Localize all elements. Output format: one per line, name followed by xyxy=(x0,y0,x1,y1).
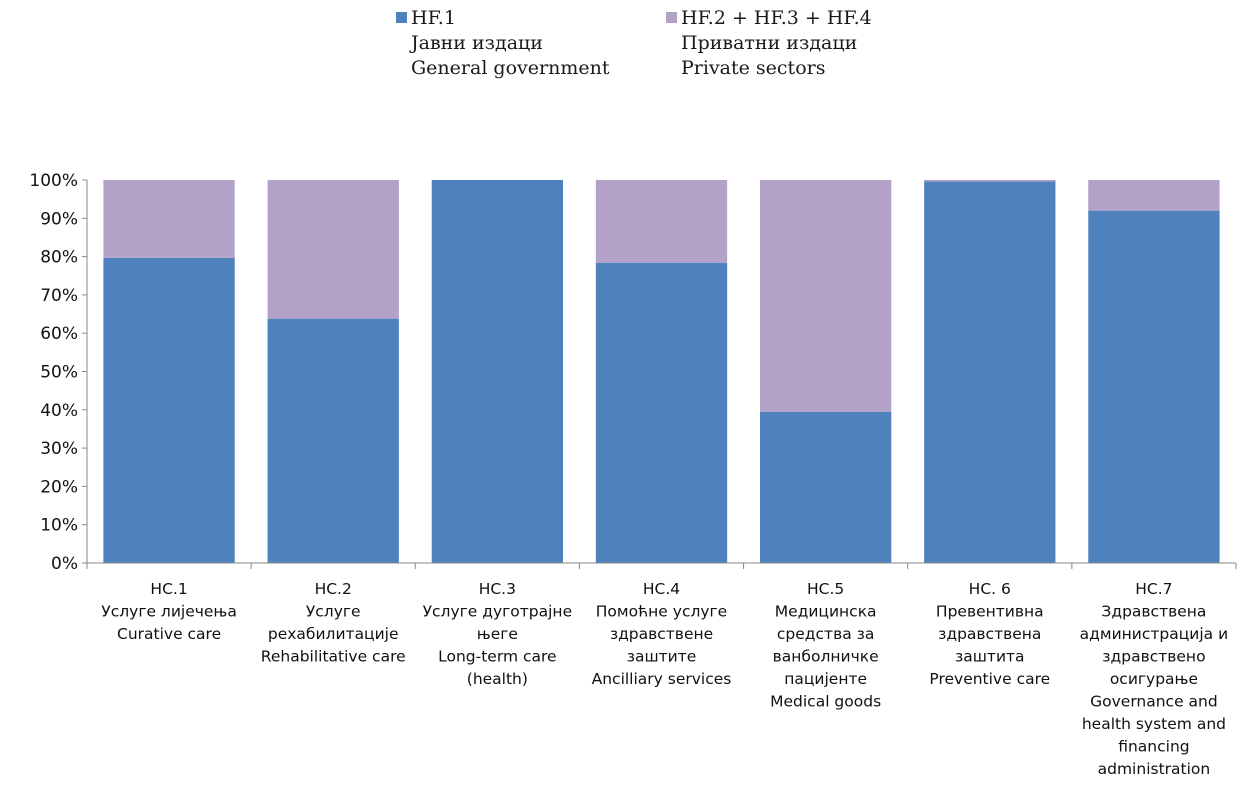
bar-private-sectors-6 xyxy=(924,180,1056,182)
y-tick-label: 10% xyxy=(40,516,78,536)
x-category-label: HC.3 Услуге дуготрајне његе Long-term care(… xyxy=(423,580,573,688)
legend-code-general-government: HF.1 xyxy=(411,7,456,29)
bar-general-government-2 xyxy=(267,318,399,563)
bar-general-government-6 xyxy=(924,181,1056,563)
x-category-label: HC.1 Услуге лијечења Curative care xyxy=(101,580,237,643)
bar-private-sectors-2 xyxy=(267,180,399,319)
y-tick-label: 30% xyxy=(40,439,78,459)
legend-label-en-general-government: General government xyxy=(411,57,610,79)
bars-layer xyxy=(103,180,1220,563)
y-tick-label: 70% xyxy=(40,286,78,306)
bar-general-government-4 xyxy=(595,262,728,563)
bar-general-government-7 xyxy=(1088,210,1220,563)
x-category-label: HC.2 Услуге рехабилитације Rehabilitative c… xyxy=(261,580,406,666)
x-category-label: HC.4 Помоћне услуге здравствене заштите Anci… xyxy=(592,580,732,688)
bar-general-government-3 xyxy=(431,180,564,563)
legend-swatch-private-sectors xyxy=(666,12,677,23)
bar-general-government-5 xyxy=(759,411,892,563)
y-tick-label: 0% xyxy=(51,554,78,574)
bar-private-sectors-1 xyxy=(103,180,235,258)
bar-private-sectors-5 xyxy=(759,180,892,412)
y-tick-label: 90% xyxy=(40,209,78,229)
legend-item-general-government: HF.1 Јавни издаци General government xyxy=(396,6,609,81)
bar-private-sectors-7 xyxy=(1088,180,1220,211)
x-category-label: HC.5 Медицинска средства за ванболничке паци… xyxy=(770,580,881,711)
x-category-label: HC.7 Здравствена администрација и здравстве… xyxy=(1080,580,1229,778)
legend-swatch-general-government xyxy=(396,12,407,23)
legend-label-en-private-sectors: Private sectors xyxy=(681,57,826,79)
axes-layer xyxy=(82,179,1237,569)
y-tick-label: 100% xyxy=(29,171,78,191)
y-tick-label: 20% xyxy=(40,477,78,497)
y-tick-label: 40% xyxy=(40,401,78,421)
legend-code-private-sectors: HF.2 + HF.3 + HF.4 xyxy=(681,7,872,29)
y-tick-label: 50% xyxy=(40,363,78,383)
bar-private-sectors-4 xyxy=(595,180,728,263)
x-category-label: HC. 6 Превентивна здравствена заштита Preven… xyxy=(929,580,1050,688)
y-tick-label: 80% xyxy=(40,248,78,268)
bar-general-government-1 xyxy=(103,257,235,563)
legend-item-private-sectors: HF.2 + HF.3 + HF.4 Приватни издаци Priva… xyxy=(666,6,872,81)
legend-label-sr-general-government: Јавни издаци xyxy=(411,32,543,54)
labels-layer: 0% 10% 20% 30% 40% 50% 60% 70% 80% 90% 100% HC.1 Усл… xyxy=(29,171,1228,778)
legend-label-sr-private-sectors: Приватни издаци xyxy=(681,32,858,54)
y-tick-label: 60% xyxy=(40,324,78,344)
